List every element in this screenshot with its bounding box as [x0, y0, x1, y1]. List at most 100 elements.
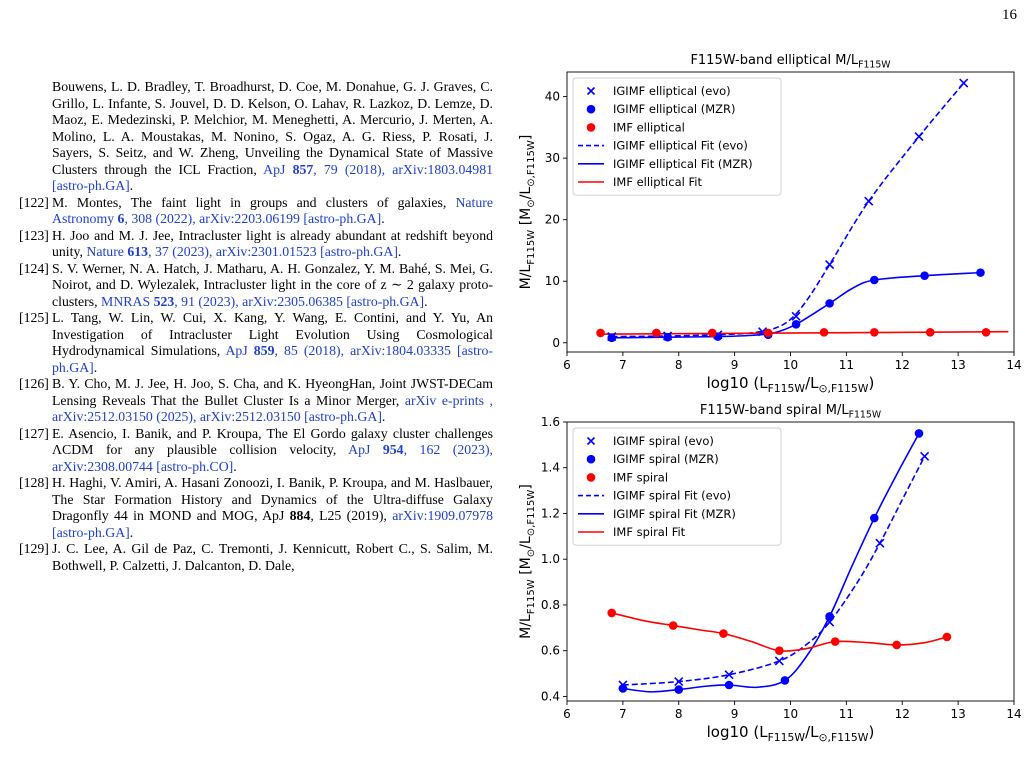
reference-text: Bouwens, L. D. Bradley, T. Broadhurst, D…	[52, 79, 493, 177]
x-tick-label: 9	[731, 707, 739, 721]
reference-number: [125]	[19, 310, 49, 325]
data-point	[618, 684, 628, 693]
data-point	[791, 311, 801, 321]
y-tick-label: 0	[552, 336, 560, 350]
x-tick-label: 12	[895, 358, 910, 372]
y-tick-label: 30	[545, 151, 560, 165]
legend-marker	[586, 123, 596, 132]
spiral-chart: F115W-band spiral M/LF115W 6 7 8 9 10 11 12 13 14…	[518, 403, 1022, 744]
x-tick-label: 12	[895, 707, 910, 721]
reference-text: J. C. Lee, A. Gil de Paz, C. Tremonti, J…	[52, 541, 493, 573]
reference-text: M. Montes, The faint light in groups and…	[52, 194, 456, 210]
reference-text: , L25 (2019),	[310, 508, 393, 523]
reference-link[interactable]: ApJ	[263, 161, 293, 177]
legend-box	[572, 427, 782, 546]
x-tick-label: 11	[839, 707, 854, 721]
reference-item: [126] B. Y. Cho, M. J. Jee, H. Joo, S. Ch…	[19, 376, 493, 426]
reference-link[interactable]: , 91 (2023), arXiv:2305.06385 [astro-ph.…	[174, 293, 425, 309]
legend-marker	[586, 86, 596, 96]
legend-box	[572, 77, 782, 196]
data-point	[981, 328, 991, 337]
reference-text: .	[381, 211, 385, 226]
x-axis-label: log10 (LF115W/L⊙,F115W)	[707, 374, 875, 395]
data-point	[674, 676, 684, 687]
y-tick-label: 0.8	[541, 598, 560, 612]
reference-link[interactable]: 859	[253, 343, 275, 358]
reference-text: .	[397, 244, 402, 259]
x-tick-label: 8	[675, 707, 683, 721]
data-point	[825, 612, 834, 621]
data-point	[596, 328, 605, 338]
y-tick-label: 0.6	[541, 644, 560, 658]
reference-link[interactable]: ApJ	[348, 442, 383, 457]
reference-link[interactable]: , 162 (2023), arXiv:2308.00744 [astro-ph…	[52, 442, 493, 474]
reference-item: [129] J. C. Lee, A. Gil de Paz, C. Tremon…	[19, 541, 493, 574]
data-point	[791, 320, 801, 329]
x-tick-label: 14	[1006, 707, 1021, 721]
data-point	[668, 621, 678, 630]
reference-link[interactable]: 523	[153, 293, 175, 309]
reference-link[interactable]: 6	[117, 211, 125, 226]
reference-link[interactable]: Nature	[86, 244, 128, 259]
data-point	[607, 333, 616, 343]
data-point	[607, 608, 616, 618]
data-point	[892, 640, 901, 650]
reference-link[interactable]: , 37 (2023), arXiv:2301.01523 [astro-ph.…	[148, 244, 398, 259]
reference-text: .	[93, 359, 98, 375]
reference-number: [129]	[19, 541, 49, 556]
data-point	[875, 538, 885, 548]
y-axis-label: M/LF115W [M⊙/L⊙,F115W]	[518, 484, 537, 639]
page-number: 16	[1002, 7, 1017, 23]
data-point	[925, 328, 935, 337]
chart-title: F115W-band elliptical M/LF115W	[690, 53, 890, 71]
data-point	[870, 513, 879, 523]
reference-link[interactable]: arXiv:1909.07978 [astro-ph.GA]	[52, 508, 493, 540]
elliptical-chart: F115W-band elliptical M/LF115W 6 7 8 9 10 11 12…	[518, 53, 1022, 395]
data-point	[825, 299, 834, 308]
reference-item: [125] L. Tang, W. Lin, W. Cui, X. Kang, Y…	[19, 310, 493, 376]
data-point	[780, 676, 790, 685]
x-tick-label: 13	[950, 707, 965, 721]
reference-link[interactable]: Nature Astronomy	[52, 194, 493, 227]
x-tick-label: 7	[619, 707, 627, 721]
reference-link[interactable]: 954	[382, 442, 404, 457]
reference-link[interactable]: ApJ	[225, 343, 254, 358]
reference-text: E. Asencio, I. Banik, and P. Kroupa, The…	[52, 425, 493, 458]
data-point	[652, 328, 661, 338]
y-axis-label: M/LF115W [M⊙/L⊙,F115W]	[518, 135, 537, 290]
x-tick-label: 6	[563, 707, 571, 721]
x-tick-label: 14	[1006, 358, 1021, 372]
reference-item: [123] H. Joo and M. J. Jee, Intracluster …	[19, 228, 493, 261]
x-axis-label: log10 (LF115W/L⊙,F115W)	[707, 723, 875, 744]
reference-link[interactable]: arXiv e-prints , arXiv:2512.03150 (2025)…	[52, 392, 493, 425]
x-tick-label: 10	[783, 358, 798, 372]
legend-label: IGIMF elliptical (MZR)	[613, 102, 736, 116]
y-tick-label: 40	[545, 90, 560, 104]
reference-link[interactable]: , 308 (2022), arXiv:2203.06199 [astro-ph…	[124, 211, 382, 226]
y-tick-label: 0.4	[541, 689, 560, 703]
reference-link[interactable]: , 85 (2018), arXiv:1804.03335 [astro-ph.…	[52, 343, 493, 375]
reference-link[interactable]: , 79 (2018), arXiv:1803.04981 [astro-ph.…	[52, 161, 493, 194]
data-point	[914, 132, 924, 142]
data-point	[774, 656, 784, 666]
data-point	[830, 637, 840, 646]
data-point	[775, 646, 784, 655]
reference-link[interactable]: MNRAS	[101, 293, 154, 309]
data-point	[724, 670, 734, 680]
legend-label: IGIMF elliptical Fit (MZR)	[613, 157, 753, 171]
reference-number: [126]	[19, 376, 49, 391]
reference-link[interactable]: 613	[127, 244, 149, 259]
reference-text: B. Y. Cho, M. J. Jee, H. Joo, S. Cha, an…	[52, 376, 493, 408]
x-tick-label: 10	[783, 707, 798, 721]
legend-marker	[586, 454, 596, 464]
data-point	[663, 332, 672, 342]
reference-link[interactable]: 857	[292, 161, 314, 177]
data-point	[920, 271, 929, 280]
legend-label: IMF elliptical	[613, 120, 685, 134]
legend-marker	[586, 104, 596, 114]
reference-text: H. Haghi, V. Amiri, A. Hasani Zonoozi, I…	[52, 475, 493, 523]
data-point	[819, 328, 829, 337]
reference-text: S. V. Werner, N. A. Hatch, J. Matharu, A…	[52, 260, 493, 309]
reference-number: [122]	[19, 194, 49, 210]
chart-title: F115W-band spiral M/LF115W	[700, 403, 881, 421]
